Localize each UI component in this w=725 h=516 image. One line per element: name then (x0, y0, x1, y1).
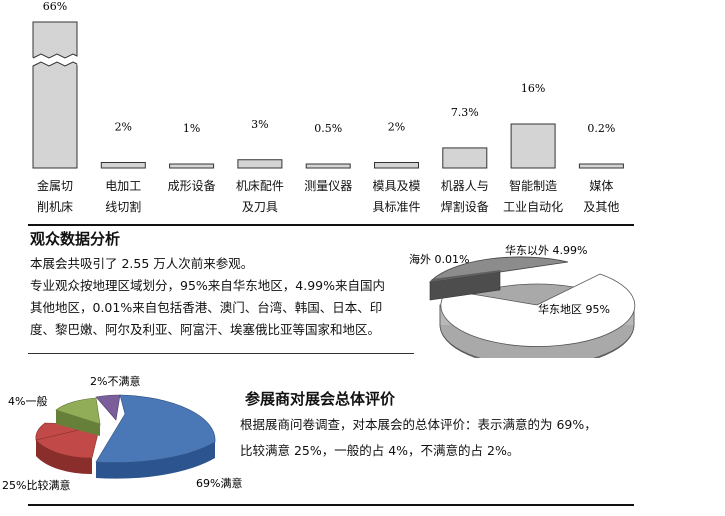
bar-category-label: 机床配件 (236, 179, 284, 193)
audience-line: 其他地区，0.01%来自包括香港、澳门、台湾、韩国、日本、印 (30, 300, 383, 315)
bar-category-label: 及其他 (583, 200, 619, 214)
satisfaction-pie-chart: 69%满意 25%比较满意 4%一般 2%不满意 (2, 374, 242, 492)
bar-value-label: 2% (388, 121, 405, 134)
bar (100, 162, 146, 169)
audience-line: 专业观众按地理区域划分，95%来自华东地区，4.99%来自国内 (30, 278, 385, 293)
bar-value-label: 3% (251, 118, 268, 131)
bar (578, 163, 624, 169)
bar-value-label: 16% (521, 82, 545, 95)
bar-value-label: 1% (183, 122, 200, 135)
bar-category-label: 工业自动化 (503, 200, 563, 214)
pie-label: 华东地区 95% (538, 302, 610, 316)
bar-value-label: 7.3% (451, 106, 479, 119)
bar-category-label: 线切割 (105, 199, 141, 214)
bar-category-label: 智能制造 (509, 178, 557, 193)
region-pie-chart: 华东地区 95% 华东以外 4.99% 海外 0.01% (409, 243, 636, 358)
divider (28, 504, 634, 506)
audience-paragraph: 本展会共吸引了 2.55 万人次前来参观。 专业观众按地理区域划分，95%来自华… (30, 253, 430, 341)
pie-slice-overseas (430, 270, 501, 282)
divider (28, 353, 414, 354)
pie-label: 华东以外 4.99% (505, 243, 587, 257)
audience-heading: 观众数据分析 (30, 230, 121, 248)
bar-category-label: 测量仪器 (304, 179, 352, 193)
exhibitor-paragraph: 根据展商问卷调查，对本展会的总体评价：表示满意的为 69%， 比较满意 25%，… (240, 412, 660, 464)
bar-category-label: 焊割设备 (441, 199, 489, 214)
bar-category-label: 模具及模 (372, 179, 420, 193)
bar-category-label: 电加工 (105, 179, 141, 193)
audience-line: 本展会共吸引了 2.55 万人次前来参观。 (30, 256, 254, 271)
divider (28, 224, 634, 226)
bar-category-label: 媒体 (589, 179, 613, 193)
bar (32, 21, 78, 169)
bar (374, 162, 419, 169)
bar (510, 123, 556, 169)
pie-slice-east-china (440, 273, 636, 347)
bar (305, 163, 351, 169)
bar-value-label: 2% (115, 121, 132, 134)
pie-label: 海外 0.01% (409, 252, 469, 266)
axis-break-mark (32, 53, 78, 59)
pie-slice-side (56, 410, 100, 436)
bar-category-label: 金属切 (37, 178, 73, 193)
pie-label: 2%不满意 (90, 374, 140, 388)
bar-category-label: 具标准件 (372, 200, 420, 214)
pie-label: 25%比较满意 (2, 478, 70, 492)
bar-category-label: 削机床 (37, 200, 73, 214)
pie-slice-dissatisfied (95, 394, 121, 421)
exhibitor-line: 根据展商问卷调查，对本展会的总体评价：表示满意的为 69%， (240, 417, 597, 432)
pie-slice-average (55, 397, 101, 425)
bar-value-label: 0.5% (314, 122, 342, 135)
bar (237, 159, 283, 169)
bar-category-label: 机器人与 (441, 179, 489, 193)
exhibitor-heading: 参展商对展会总体评价 (245, 390, 396, 408)
bar (169, 163, 215, 169)
pie-slice-satisfied (95, 394, 216, 463)
bar (442, 147, 488, 169)
audience-line: 度、黎巴嫩、阿尔及利亚、阿富汗、埃塞俄比亚等国家和地区。 (30, 322, 381, 337)
axis-break-mark (32, 61, 78, 67)
exhibitor-line: 比较满意 25%，一般的占 4%，不满意的占 2%。 (240, 443, 520, 458)
bar-value-label: 66% (43, 0, 67, 13)
pie-label: 69%满意 (196, 476, 242, 490)
bar-category-label: 及刀具 (242, 200, 278, 214)
bar-category-label: 成形设备 (168, 179, 216, 193)
pie-label: 4%一般 (8, 395, 47, 408)
pie-slice-fairly-satisfied (35, 424, 101, 459)
bar-value-label: 0.2% (587, 122, 615, 135)
